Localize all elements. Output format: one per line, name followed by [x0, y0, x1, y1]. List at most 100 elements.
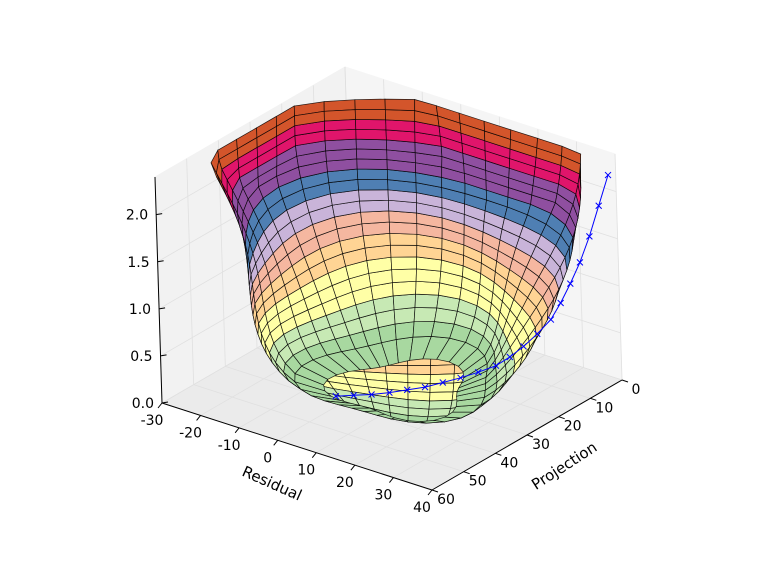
z-tick-label: 0.5: [130, 349, 152, 365]
x-tick: [389, 477, 394, 483]
projection-point-stroke: [474, 368, 482, 376]
surface-facet: [358, 189, 389, 202]
y-tick-label: 30: [532, 437, 550, 453]
surface-facet: [407, 365, 431, 375]
projection-point-stroke: [457, 374, 464, 382]
x-tick-label: 0: [263, 450, 272, 466]
y-tick: [621, 379, 629, 383]
projection-point-stroke: [350, 391, 358, 399]
surface-facet: [390, 244, 418, 258]
y-tick-label: 0: [632, 382, 641, 398]
surface-facet: [390, 256, 418, 271]
projection-point-stroke: [506, 353, 514, 361]
projection-curve-line: [335, 174, 609, 397]
x-axis-line: [161, 402, 433, 491]
surface-facet: [389, 232, 418, 246]
surface-facet: [394, 321, 415, 340]
projection-point-stroke: [386, 389, 393, 396]
surface-facet: [355, 119, 387, 131]
projection-point: [595, 202, 603, 210]
projection-point: [368, 391, 375, 398]
surface-facet: [428, 400, 453, 410]
surface-facet: [407, 373, 431, 384]
y-tick: [526, 434, 534, 438]
surface-facet: [384, 364, 409, 375]
surface-facet: [324, 128, 357, 142]
x-tick: [273, 439, 279, 446]
projection-point-stroke: [368, 391, 375, 398]
projection-point: [421, 383, 429, 391]
surface-facet: [357, 179, 389, 191]
surface-facet: [429, 391, 454, 402]
z-tick-label: 2.0: [126, 208, 148, 224]
x-tick: [427, 489, 433, 496]
projection-point-stroke: [586, 233, 593, 240]
surface-facet: [392, 280, 417, 297]
surface: [210, 98, 582, 424]
z-tick: [161, 401, 169, 404]
projection-point-stroke: [332, 392, 340, 400]
x-tick: [196, 415, 201, 421]
projection-point-stroke: [604, 171, 612, 179]
projection-point: [474, 368, 482, 376]
y-tick: [558, 416, 565, 420]
projection-point-stroke: [533, 330, 541, 338]
x-tick-label: 40: [413, 500, 431, 516]
x-tick: [157, 402, 163, 409]
projection-point: [350, 391, 358, 399]
projection-point: [547, 316, 555, 323]
surface-facet: [361, 221, 391, 237]
y-tick: [431, 489, 439, 493]
projection-point: [586, 233, 593, 240]
surface-facet: [415, 280, 441, 296]
y-tick-label: 20: [564, 419, 582, 435]
projection-point: [566, 280, 574, 287]
x-tick-label: -20: [179, 425, 202, 441]
z-tick: [157, 260, 164, 263]
x-tick-label: 30: [375, 488, 393, 504]
surface-facet: [356, 168, 388, 180]
surface-facet: [391, 268, 417, 283]
projection-point-stroke: [595, 202, 603, 210]
surface-facet: [354, 109, 387, 121]
surface-facet: [413, 307, 438, 323]
x-tick: [350, 464, 356, 471]
x-tick-label: -10: [218, 438, 241, 454]
projection-point: [604, 171, 612, 179]
projection-point-stroke: [421, 383, 429, 391]
x-tick-label: 20: [336, 475, 354, 491]
projection-point: [332, 392, 340, 400]
surface-facet: [392, 293, 416, 311]
surface-facet: [360, 210, 390, 225]
projection-point: [386, 389, 393, 396]
surface-facet: [355, 128, 387, 141]
y-tick: [495, 452, 502, 456]
projection-point-stroke: [520, 343, 527, 350]
surface-facet: [430, 364, 455, 375]
x-tick-label: -30: [141, 413, 164, 429]
projection-point: [576, 259, 584, 266]
z-tick-label: 1.0: [129, 302, 151, 318]
x-tick: [311, 452, 317, 459]
z-tick: [160, 354, 167, 357]
surface-facet: [385, 119, 416, 133]
surface-facet: [561, 145, 582, 165]
y-tick-label: 40: [500, 455, 518, 471]
y-tick: [590, 397, 597, 401]
projection-point: [492, 362, 500, 370]
projection-point-stroke: [557, 299, 565, 307]
surface-facet: [355, 138, 388, 151]
surface-facet: [356, 148, 388, 160]
y-tick-label: 50: [469, 474, 487, 490]
x-axis-label: Residual: [239, 462, 304, 504]
projection-point-stroke: [566, 280, 574, 287]
surface-facet: [412, 321, 435, 338]
projection-point: [557, 299, 565, 307]
y-tick-label: 10: [595, 400, 613, 416]
projection-point: [457, 374, 464, 382]
projection-curve: [332, 171, 612, 400]
projection-point-stroke: [547, 316, 555, 323]
z-tick-label: 0.0: [132, 396, 154, 412]
surface-facet: [384, 98, 416, 111]
